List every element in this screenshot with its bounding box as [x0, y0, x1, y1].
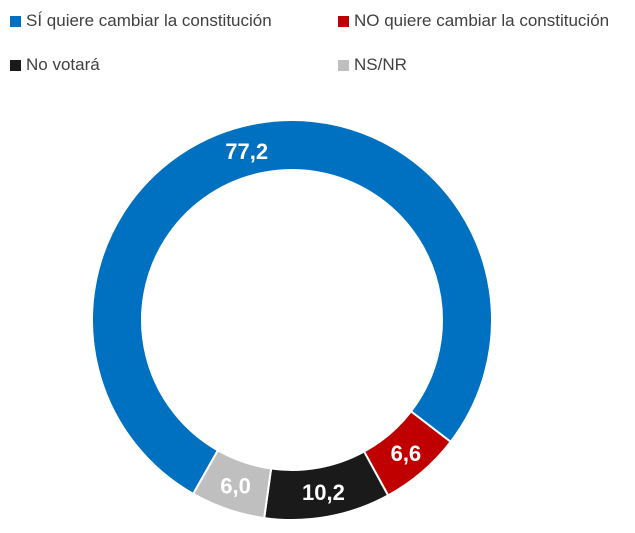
data-label: 10,2 [302, 480, 345, 505]
legend-item-nsnr: NS/NR [338, 55, 407, 75]
legend-swatch [338, 15, 349, 27]
legend-label: NS/NR [354, 55, 407, 74]
legend-swatch [10, 15, 21, 27]
legend-item-si: SÍ quiere cambiar la constitución [10, 11, 272, 31]
legend-item-no-votara: No votará [10, 55, 100, 75]
legend-label: No votará [26, 55, 100, 74]
legend-swatch [338, 59, 349, 71]
donut-slice [91, 119, 493, 496]
data-label: 6,0 [220, 474, 251, 499]
data-label: 6,6 [391, 441, 422, 466]
data-label: 77,2 [225, 139, 268, 164]
legend-label: SÍ quiere cambiar la constitución [26, 11, 272, 30]
legend-label: NO quiere cambiar la constitución [354, 11, 610, 30]
legend-item-no: NO quiere cambiar la constitución [338, 11, 609, 31]
legend-swatch [10, 59, 21, 71]
donut-slice [191, 449, 273, 520]
